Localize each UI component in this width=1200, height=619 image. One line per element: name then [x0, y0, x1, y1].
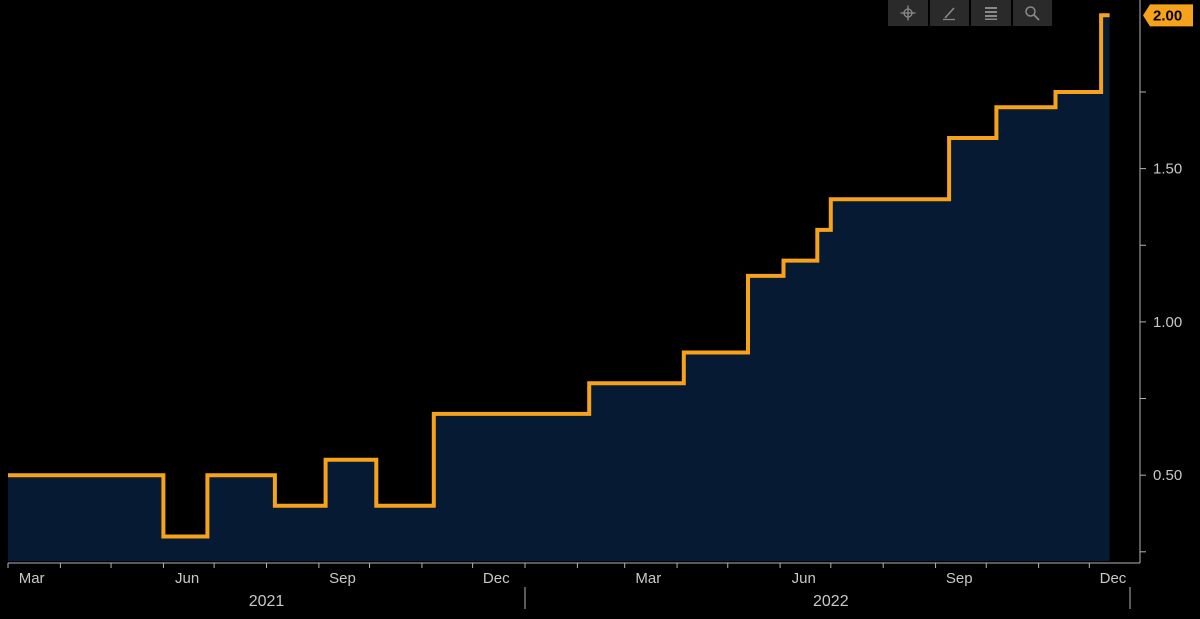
chart-toolbar [888, 0, 1054, 26]
y-tick-label: 0.50 [1153, 467, 1182, 484]
x-tick-label: Sep [946, 570, 973, 587]
axes: 0.50 1.00 1.50 Mar Jun Sep Dec Mar Jun Sep Dec 2021… [7, 0, 1182, 610]
x-tick-label: Jun [175, 570, 199, 587]
series-line [8, 13, 1110, 539]
crosshair-button[interactable] [888, 0, 928, 26]
last-value-label: 2.00 [1153, 7, 1182, 24]
crosshair-icon [900, 5, 916, 21]
year-label: 2021 [249, 593, 285, 610]
y-tick-label: 1.50 [1153, 161, 1182, 178]
year-label: 2022 [813, 593, 849, 610]
area-fill [8, 15, 1110, 562]
x-tick-label: Sep [329, 570, 356, 587]
zoom-button[interactable] [1012, 0, 1052, 26]
x-tick-label: Mar [19, 570, 45, 587]
x-tick-label: Jun [792, 570, 816, 587]
y-tick-label: 1.00 [1153, 314, 1182, 331]
last-value-badge [1143, 4, 1193, 27]
legend-button[interactable] [971, 0, 1011, 26]
draw-button[interactable] [929, 0, 969, 26]
pencil-icon [943, 7, 956, 21]
x-tick-label: Dec [1100, 570, 1127, 587]
last-value-tag: 2.00 [1143, 4, 1193, 27]
x-tick-label: Mar [635, 570, 661, 587]
magnifier-icon [1025, 6, 1040, 21]
x-tick-label: Dec [483, 570, 510, 587]
list-icon [984, 7, 997, 20]
